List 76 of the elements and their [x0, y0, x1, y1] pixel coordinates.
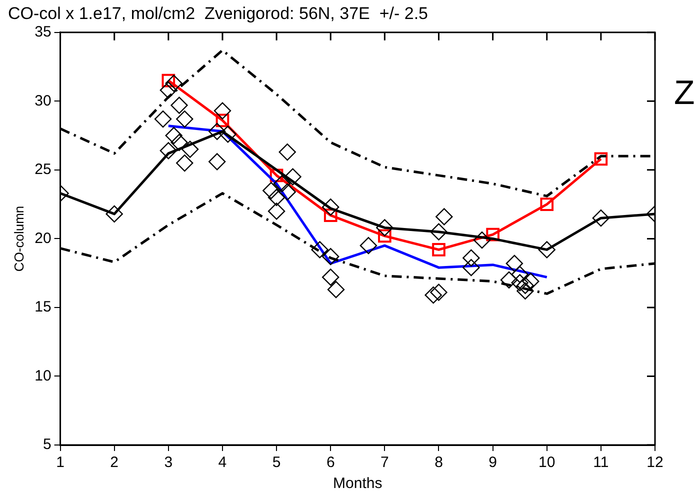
point [208, 153, 226, 170]
point [327, 280, 345, 298]
point [424, 286, 442, 304]
point [322, 268, 340, 286]
x-tick-label: 2 [110, 454, 119, 472]
point [322, 198, 340, 216]
point [273, 175, 291, 192]
point [540, 198, 554, 211]
y-tick-label: 20 [34, 230, 52, 247]
y-tick-label: 30 [34, 92, 52, 110]
x-axis-title: Months [333, 475, 382, 492]
x-tick-label: 12 [646, 454, 664, 472]
point [170, 134, 188, 152]
point [486, 228, 500, 242]
point [216, 114, 230, 128]
x-tick-label: 9 [488, 454, 497, 472]
chart-title: CO-col x 1.e17, mol/cm2 Zvenigorod: 56N, 37E +/- 2.5 [8, 4, 428, 23]
point [165, 126, 182, 144]
point [160, 82, 178, 99]
x-tick-label: 8 [434, 454, 443, 472]
point [208, 122, 226, 140]
point [160, 142, 178, 160]
x-tick-label: 6 [326, 454, 335, 472]
point [592, 209, 610, 227]
point [214, 102, 232, 120]
point [538, 241, 556, 258]
x-tick-label: 7 [380, 454, 389, 472]
y-tick-label: 10 [34, 367, 52, 384]
point [378, 229, 392, 243]
x-tick-label: 4 [218, 454, 227, 472]
point [376, 219, 394, 236]
point [516, 282, 534, 300]
point [311, 241, 328, 258]
point [106, 205, 123, 223]
point [462, 258, 480, 276]
y-tick-label: 35 [34, 24, 52, 41]
point [268, 202, 286, 220]
point [473, 231, 491, 249]
x-tick-label: 3 [164, 454, 173, 472]
point [278, 183, 296, 201]
point [270, 168, 284, 182]
point [324, 208, 338, 222]
point [511, 274, 528, 292]
y-axis-title: CO-column [11, 206, 26, 272]
x-tick-label: 5 [272, 454, 281, 472]
point [506, 254, 524, 272]
point [511, 266, 528, 284]
point [176, 110, 194, 128]
point [462, 249, 480, 267]
point [522, 272, 540, 290]
x-tick-label: 1 [56, 454, 64, 472]
point [430, 223, 448, 240]
point [170, 96, 188, 114]
point [594, 152, 608, 166]
point [176, 154, 194, 172]
point [284, 168, 302, 186]
point [154, 110, 172, 128]
y-tick-label: 15 [34, 298, 52, 316]
point [181, 140, 199, 158]
y-tick-label: 25 [34, 161, 52, 178]
point [268, 188, 286, 206]
x-tick-label: 11 [593, 454, 609, 472]
point [278, 143, 296, 161]
point [262, 182, 280, 200]
point [516, 276, 534, 294]
point [360, 236, 378, 254]
text: Z [674, 74, 695, 112]
y-tick-label: 5 [42, 436, 52, 454]
point [165, 74, 182, 92]
point [432, 243, 446, 256]
x-tick-label: 10 [538, 454, 556, 472]
point [436, 208, 453, 226]
point [322, 248, 340, 266]
point [430, 284, 448, 301]
point [500, 271, 518, 289]
point [219, 126, 236, 143]
